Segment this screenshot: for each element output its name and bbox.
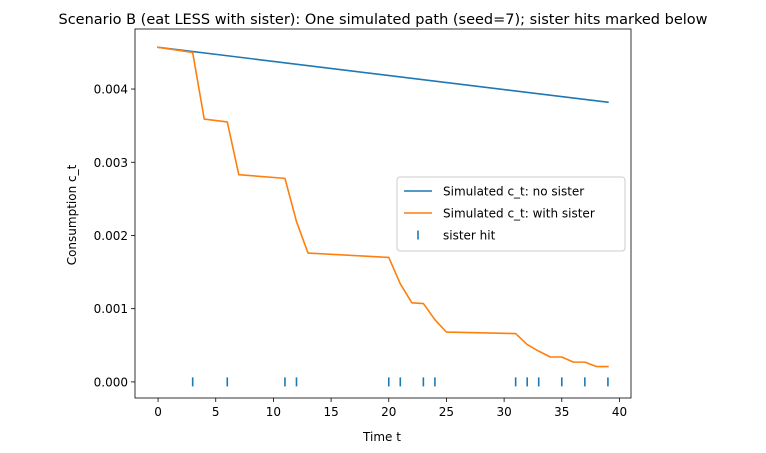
- y-tick-label: 0.002: [94, 229, 128, 243]
- legend-label: Simulated c_t: no sister: [443, 185, 584, 199]
- x-axis-label: Time t: [362, 430, 401, 444]
- x-tick-label: 5: [212, 405, 220, 419]
- x-tick-label: 20: [381, 405, 396, 419]
- y-tick-label: 0.003: [94, 156, 128, 170]
- series-line-no-sister: [157, 46, 609, 104]
- x-tick-label: 25: [439, 405, 454, 419]
- chart-title: Scenario B (eat LESS with sister): One s…: [58, 12, 707, 28]
- legend-box: [396, 176, 626, 252]
- x-tick-label: 10: [266, 405, 281, 419]
- y-tick-label: 0.000: [94, 375, 128, 389]
- x-tick-label: 35: [554, 405, 569, 419]
- legend-label: sister hit: [443, 229, 496, 243]
- series-line-with-sister: [157, 46, 609, 368]
- x-tick-label: 40: [612, 405, 627, 419]
- legend-label: Simulated c_t: with sister: [443, 207, 595, 221]
- y-tick-label: 0.004: [94, 83, 128, 97]
- x-tick-label: 0: [154, 405, 162, 419]
- plot-frame: [134, 28, 632, 399]
- legend: Simulated c_t: no sister Simulated c_t: w…: [396, 176, 626, 252]
- x-tick-label: 15: [323, 405, 338, 419]
- x-tick-label: 30: [496, 405, 511, 419]
- y-axis-label: Consumption c_t: [65, 164, 79, 265]
- y-tick-label: 0.001: [94, 302, 128, 316]
